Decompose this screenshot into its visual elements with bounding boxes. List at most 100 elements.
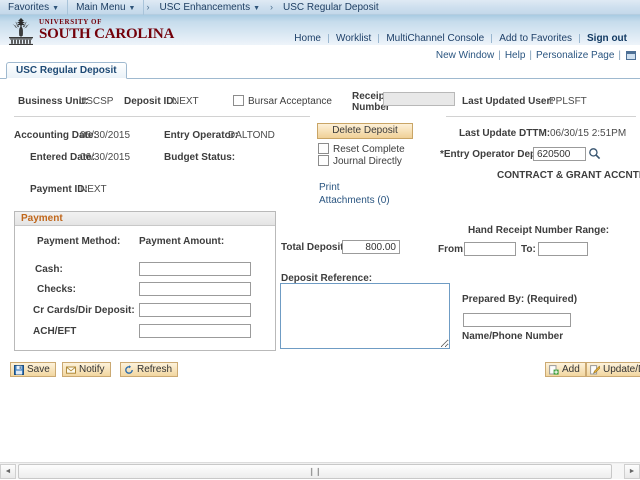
- lookup-magnifier-icon[interactable]: [588, 147, 601, 160]
- deposit-id-label: Deposit ID:: [124, 96, 177, 107]
- entry-operator-value: DALTOND: [228, 130, 275, 141]
- hand-receipt-to-input[interactable]: [538, 242, 588, 256]
- scroll-right-glyph: ►: [628, 467, 636, 475]
- breadcrumb-separator: ›: [270, 2, 274, 12]
- notify-button[interactable]: Notify: [62, 362, 111, 377]
- scroll-left-arrow-icon[interactable]: ◄: [0, 463, 16, 479]
- add-label: Add: [562, 364, 580, 375]
- attachments-link[interactable]: Attachments (0): [319, 195, 390, 206]
- update-display-label: Update/Disp: [603, 364, 640, 375]
- dept-description: CONTRACT & GRANT ACCNTING: [497, 170, 640, 181]
- entry-operator-dept-id-label: *Entry Operator Dept ID:: [440, 149, 556, 160]
- deposit-id-value: NEXT: [172, 96, 199, 107]
- cash-label: Cash:: [35, 264, 63, 275]
- entered-date-label: Entered Date:: [30, 152, 96, 163]
- refresh-label: Refresh: [137, 364, 173, 375]
- breadcrumb-separator: ›: [146, 2, 150, 12]
- receipt-number-label-line1: Receipt: [352, 91, 389, 102]
- refresh-button[interactable]: Refresh: [120, 362, 179, 377]
- update-display-button[interactable]: Update/Disp: [586, 362, 640, 377]
- checks-amount-input[interactable]: [139, 282, 251, 296]
- tab-usc-regular-deposit[interactable]: USC Regular Deposit: [6, 62, 127, 79]
- help-link[interactable]: Help: [504, 50, 526, 61]
- breadcrumb-bar: Favorites ▼ Main Menu ▼ › USC Enhancements…: [0, 0, 640, 15]
- delete-deposit-label: Delete Deposit: [332, 125, 398, 136]
- nav-link-multichannel-console[interactable]: MultiChannel Console: [386, 32, 485, 44]
- last-update-dttm-label: Last Update DTTM:: [459, 128, 551, 139]
- nav-divider: [579, 33, 580, 43]
- deposit-form: Business Unit: USCSP Deposit ID: NEXT Bu…: [0, 79, 640, 360]
- nav-link-sign-out[interactable]: Sign out: [587, 32, 627, 44]
- breadcrumb-favorites[interactable]: Favorites ▼: [0, 0, 69, 15]
- last-update-dttm-value: 06/30/15 2:51PM: [550, 128, 627, 139]
- refresh-arrows-icon: [125, 364, 133, 374]
- scroll-right-arrow-icon[interactable]: ►: [624, 463, 640, 479]
- hand-receipt-from-label: From:: [438, 244, 467, 255]
- nav-link-worklist[interactable]: Worklist: [335, 32, 372, 44]
- breadcrumb-item-label: USC Enhancements: [159, 1, 251, 13]
- update-pencil-icon: [590, 364, 600, 374]
- entry-operator-dept-id-input[interactable]: [533, 147, 586, 161]
- cr-cards-dir-deposit-amount-input[interactable]: [139, 303, 251, 317]
- scrollbar-track[interactable]: ❙❙: [16, 463, 624, 479]
- chevron-down-icon: ▼: [52, 4, 60, 12]
- nav-link-home[interactable]: Home: [294, 32, 321, 44]
- chevron-down-icon: ▼: [253, 4, 261, 12]
- payment-group-box: Payment Payment Method: Payment Amount: …: [14, 211, 276, 351]
- scrollbar-thumb[interactable]: ❙❙: [18, 463, 612, 479]
- hand-receipt-from-input[interactable]: [464, 242, 516, 256]
- personalize-page-link[interactable]: Personalize Page: [536, 50, 615, 61]
- ach-eft-amount-input[interactable]: [139, 324, 251, 338]
- usc-wordmark-line2: SOUTH CAROLINA: [39, 26, 175, 42]
- horizontal-scrollbar[interactable]: ◄ ❙❙ ►: [0, 462, 640, 479]
- cash-amount-input[interactable]: [139, 262, 251, 276]
- breadcrumb-item-usc-enhancements[interactable]: USC Enhancements ▼: [151, 0, 268, 15]
- entry-operator-label: Entry Operator:: [164, 130, 238, 141]
- save-button[interactable]: Save: [10, 362, 56, 377]
- breadcrumb-main-menu[interactable]: Main Menu ▼: [68, 0, 145, 15]
- accounting-date-label: Accounting Date:: [14, 130, 97, 141]
- chevron-down-icon: ▼: [128, 4, 136, 12]
- link-divider: |: [618, 50, 621, 61]
- deposit-reference-label: Deposit Reference:: [281, 273, 373, 284]
- save-disk-icon: [14, 364, 24, 375]
- scrollbar-grip: ❙❙: [308, 466, 322, 476]
- link-divider: |: [498, 50, 501, 61]
- entered-date-value: 06/30/2015: [80, 152, 131, 163]
- add-button[interactable]: Add: [545, 362, 586, 377]
- save-label: Save: [27, 364, 50, 375]
- palmetto-tree-icon: [9, 18, 33, 45]
- journal-directly-checkbox[interactable]: [318, 155, 329, 166]
- reset-complete-checkbox[interactable]: [318, 143, 329, 154]
- hand-receipt-to-label: To:: [521, 244, 536, 255]
- breadcrumb-favorites-label: Favorites: [8, 1, 50, 13]
- tab-label: USC Regular Deposit: [16, 65, 117, 76]
- print-link[interactable]: Print: [319, 182, 340, 193]
- nav-divider: [378, 33, 380, 43]
- nav-link-add-to-favorites[interactable]: Add to Favorites: [499, 32, 572, 44]
- section-divider: [446, 116, 636, 117]
- deposit-reference-textarea[interactable]: [280, 283, 450, 349]
- payment-id-label: Payment ID:: [30, 184, 88, 195]
- accounting-date-value: 06/30/2015: [80, 130, 131, 141]
- link-divider: |: [529, 50, 532, 61]
- breadcrumb-main-menu-label: Main Menu: [76, 1, 126, 13]
- notify-envelope-icon: [66, 366, 76, 374]
- delete-deposit-button[interactable]: Delete Deposit: [317, 123, 413, 139]
- checks-label: Checks:: [37, 284, 76, 295]
- bursar-acceptance-checkbox[interactable]: [233, 95, 244, 106]
- new-window-icon[interactable]: [626, 51, 636, 60]
- payment-amount-header: Payment Amount:: [139, 236, 225, 247]
- usc-wordmark-line1: UNIVERSITY OF: [39, 18, 102, 26]
- prepared-by-input[interactable]: [463, 313, 571, 327]
- last-updated-user-label: Last Updated User:: [462, 96, 554, 107]
- breadcrumb-item-usc-regular-deposit[interactable]: USC Regular Deposit: [275, 0, 387, 15]
- total-deposit-input[interactable]: [342, 240, 400, 254]
- header-band: UNIVERSITY OF SOUTH CAROLINA Home Workli…: [0, 15, 640, 46]
- new-window-link[interactable]: New Window: [435, 50, 495, 61]
- receipt-number-input[interactable]: [383, 92, 455, 106]
- top-navigation: Home Worklist MultiChannel Console Add t…: [287, 31, 634, 45]
- page-utility-links: New Window | Help | Personalize Page |: [432, 50, 636, 61]
- nav-divider: [327, 33, 329, 43]
- prepared-by-label: Prepared By: (Required): [462, 294, 578, 305]
